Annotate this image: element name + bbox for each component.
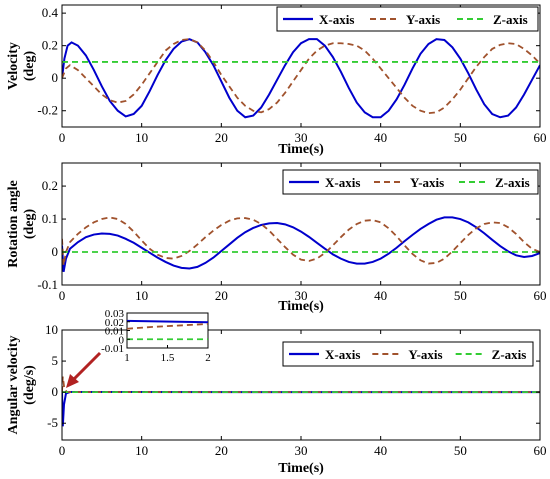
y-axis-label: Velocity	[6, 42, 21, 90]
y-tick-label: 0	[52, 244, 59, 259]
subplot-2-series-y-axis	[62, 216, 540, 266]
y-tick-label: 0.2	[42, 38, 58, 53]
legend-label-z-axis: Z-axis	[492, 347, 527, 362]
legend-label-z-axis: Z-axis	[495, 175, 530, 190]
subplot-1-series-x-axis	[62, 38, 540, 119]
y-tick-label: 0	[52, 384, 59, 399]
plot-area	[62, 38, 540, 119]
x-tick-label: 10	[135, 130, 148, 145]
inset-pointer-arrow	[70, 351, 102, 383]
y-axis-label: (deg/s)	[22, 365, 37, 405]
x-tick-label: 50	[454, 288, 467, 303]
y-axis-label: Rotation angle	[6, 180, 21, 268]
legend: X-axis Y-axis Z-axis	[282, 169, 539, 195]
subplot-3-series-x-axis	[62, 391, 540, 427]
x-tick-label: 0	[59, 443, 66, 458]
legend-label-y-axis: Y-axis	[406, 12, 440, 27]
y-tick-label: -0.2	[37, 103, 58, 118]
legend-box	[282, 341, 534, 367]
x-tick-label: 30	[295, 130, 308, 145]
x-tick-label: 20	[215, 288, 228, 303]
y-tick-label: 10	[45, 322, 58, 337]
x-tick-label: 60	[534, 288, 547, 303]
subplot-3-series-y-axis	[62, 376, 540, 394]
y-tick-label: 0.1	[42, 211, 58, 226]
legend-label-y-axis: Y-axis	[408, 347, 442, 362]
y-tick-label: 0.2	[42, 178, 58, 193]
x-tick-label: 50	[454, 130, 467, 145]
x-axis-label: Time(s)	[278, 299, 324, 314]
inset-frame	[126, 312, 209, 349]
y-tick-label: 0	[52, 70, 59, 85]
legend-label-y-axis: Y-axis	[410, 175, 444, 190]
inset-x-tick-label: 1	[124, 352, 130, 364]
subplot-2-series-x-axis	[62, 216, 540, 272]
plot-area	[62, 216, 540, 272]
y-axis-label: (deg)	[22, 209, 37, 240]
legend: X-axis Y-axis Z-axis	[276, 6, 539, 32]
y-tick-label: 0.4	[42, 5, 59, 20]
inset-y-tick-label: -0.01	[101, 343, 124, 355]
plot-area	[62, 376, 540, 427]
x-tick-label: 60	[534, 130, 547, 145]
legend: X-axis Y-axis Z-axis	[282, 341, 534, 367]
x-axis-label: Time(s)	[278, 142, 324, 157]
y-tick-label: -5	[47, 415, 58, 430]
inset-y-tick-label: 0.02	[105, 317, 124, 329]
inset-x-tick-label: 1.5	[161, 352, 175, 364]
x-tick-label: 30	[295, 288, 308, 303]
y-tick-label: 5	[52, 353, 59, 368]
x-tick-label: 20	[215, 443, 228, 458]
x-tick-label: 40	[374, 130, 387, 145]
y-axis-label: Angular velocity	[6, 336, 21, 435]
inset-series-x-axis	[126, 319, 209, 324]
inset-y-tick-label: 0.03	[105, 308, 125, 320]
x-tick-label: 30	[295, 443, 308, 458]
x-tick-label: 40	[374, 288, 387, 303]
legend-label-x-axis: X-axis	[325, 175, 360, 190]
legend-box	[276, 6, 539, 32]
y-axis-label: (deg)	[22, 51, 37, 82]
x-tick-label: 60	[534, 443, 547, 458]
x-tick-label: 10	[135, 443, 148, 458]
x-tick-label: 0	[59, 288, 66, 303]
inset-y-tick-label: 0	[119, 334, 125, 346]
legend-box	[282, 169, 539, 195]
x-tick-label: 40	[374, 443, 387, 458]
subplot-1-series-y-axis	[62, 38, 540, 115]
legend-label-x-axis: X-axis	[325, 347, 360, 362]
legend-label-x-axis: X-axis	[319, 12, 354, 27]
x-tick-label: 20	[215, 130, 228, 145]
x-tick-label: 0	[59, 130, 66, 145]
x-axis-label: Time(s)	[278, 461, 324, 476]
inset-y-tick-label: 0.01	[105, 326, 124, 338]
inset-x-tick-label: 2	[205, 352, 211, 364]
legend-label-z-axis: Z-axis	[493, 12, 528, 27]
x-tick-label: 50	[454, 443, 467, 458]
subplot-2: 0 10 20 30 40 50 60-0.100.10.2Time(s)Rotation …	[6, 162, 547, 314]
inset-pointer-arrowhead	[66, 374, 79, 388]
subplot-1: 0 10 20 30 40 50 60-0.200.20.4Time(s)Velocity(…	[6, 4, 547, 157]
y-tick-label: -0.1	[37, 277, 58, 292]
x-tick-label: 10	[135, 288, 148, 303]
inset-series-y-axis	[126, 323, 209, 330]
